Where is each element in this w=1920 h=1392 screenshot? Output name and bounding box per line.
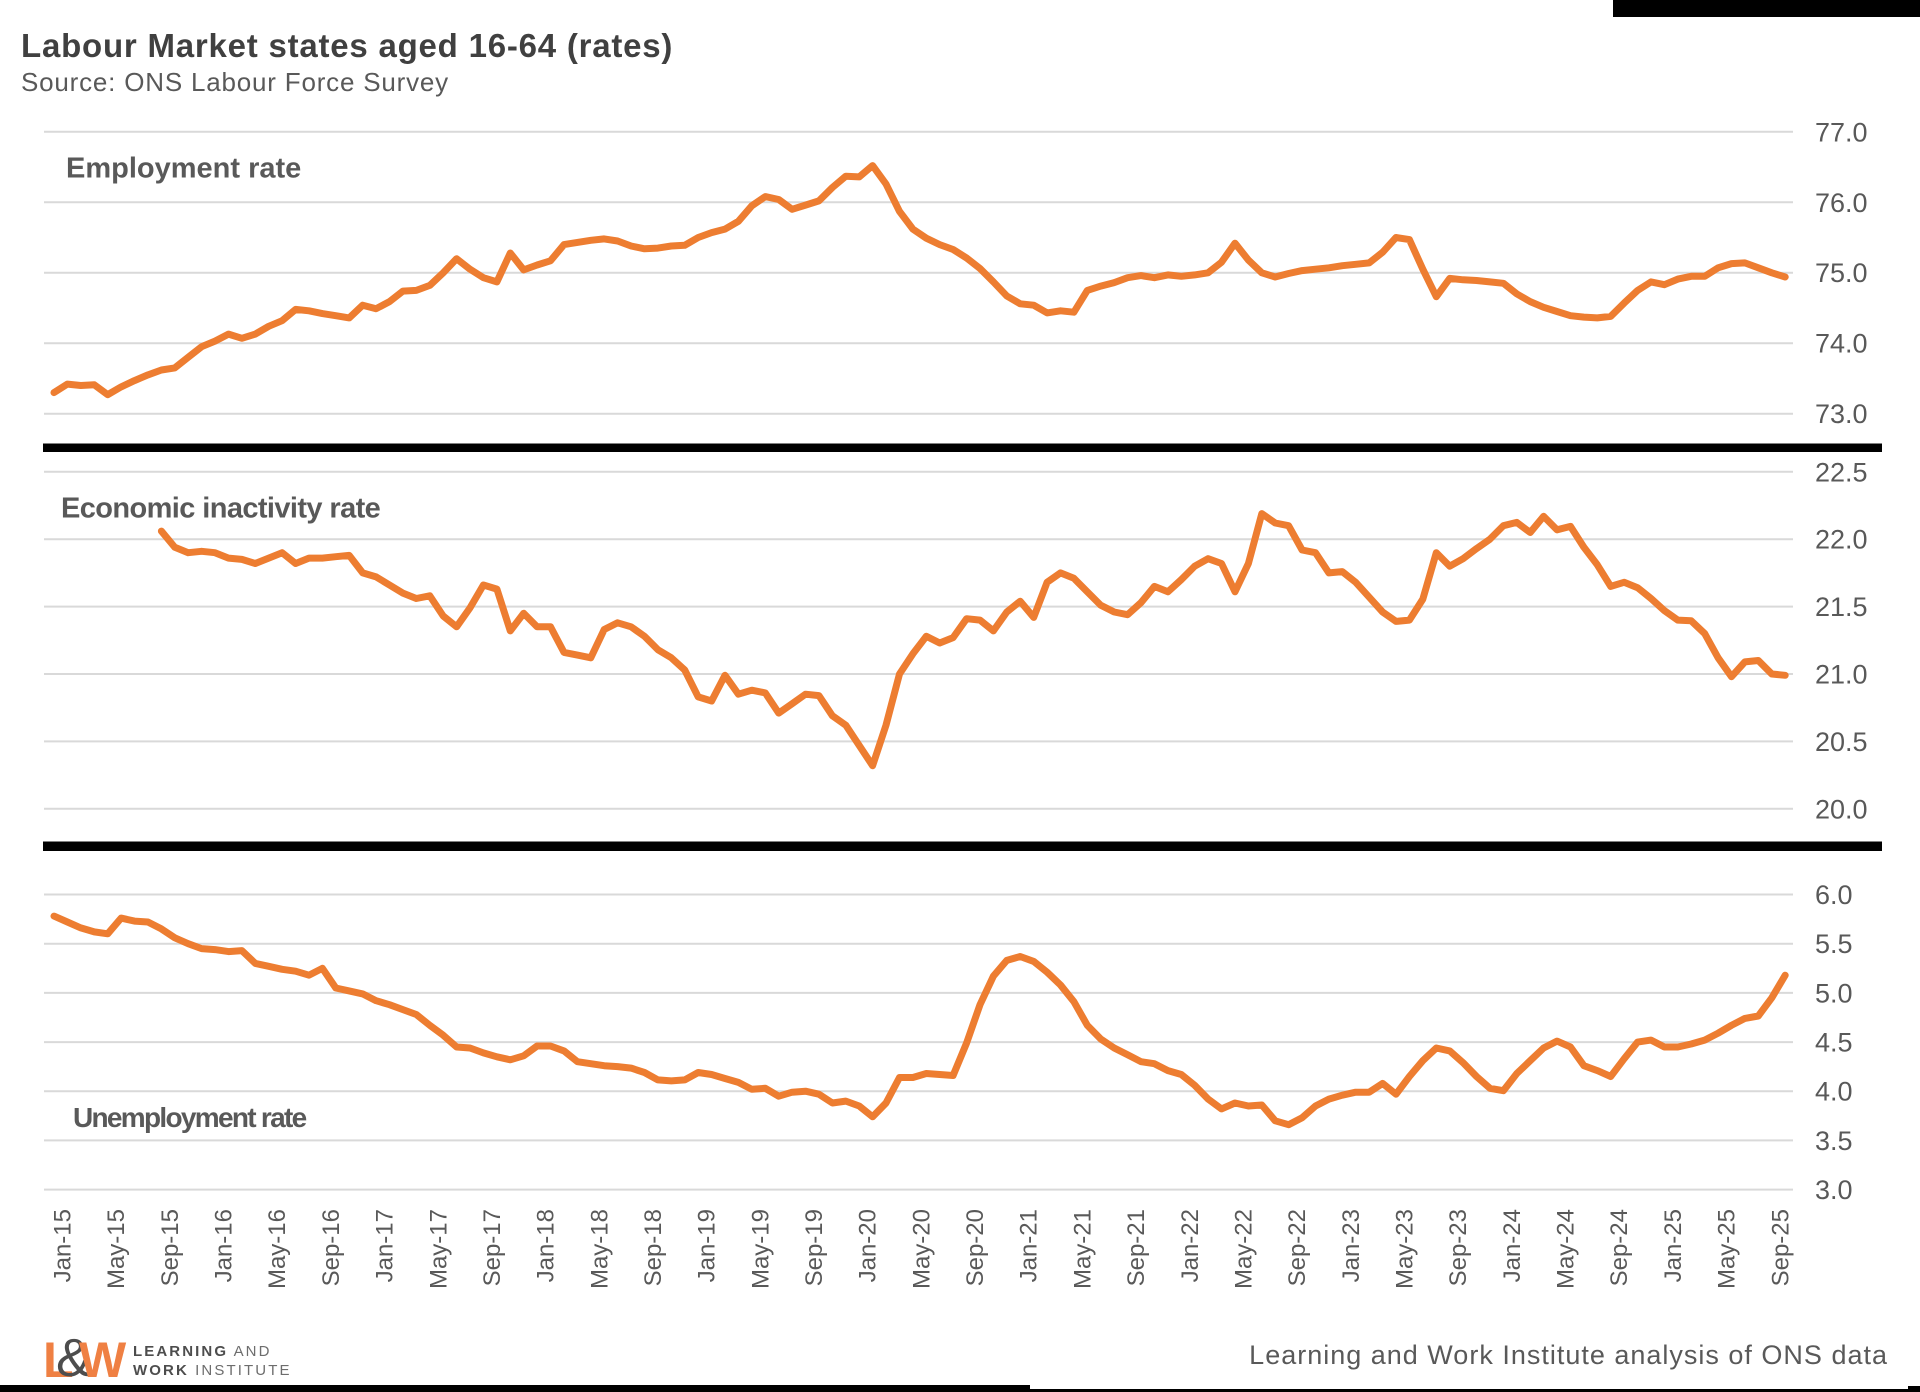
svg-text:May-25: May-25 <box>1714 1209 1741 1289</box>
svg-text:Jan-19: Jan-19 <box>694 1209 721 1282</box>
svg-text:Sep-20: Sep-20 <box>962 1209 989 1286</box>
svg-text:21.0: 21.0 <box>1815 660 1868 690</box>
svg-text:73.0: 73.0 <box>1815 399 1868 429</box>
svg-text:Jan-20: Jan-20 <box>855 1209 882 1282</box>
svg-text:3.0: 3.0 <box>1815 1175 1853 1205</box>
svg-text:5.0: 5.0 <box>1815 978 1853 1008</box>
svg-text:75.0: 75.0 <box>1815 258 1868 288</box>
svg-text:May-23: May-23 <box>1392 1209 1419 1289</box>
svg-text:Jan-18: Jan-18 <box>533 1209 560 1282</box>
svg-text:Sep-21: Sep-21 <box>1123 1209 1150 1286</box>
svg-text:Jan-25: Jan-25 <box>1660 1209 1687 1282</box>
svg-text:Sep-25: Sep-25 <box>1767 1209 1794 1286</box>
svg-text:Jan-23: Jan-23 <box>1338 1209 1365 1282</box>
svg-text:Sep-24: Sep-24 <box>1606 1209 1633 1286</box>
svg-text:Jan-21: Jan-21 <box>1016 1209 1043 1282</box>
svg-text:4.5: 4.5 <box>1815 1028 1853 1058</box>
svg-text:74.0: 74.0 <box>1815 329 1868 359</box>
svg-text:Unemployment rate: Unemployment rate <box>73 1102 307 1133</box>
svg-text:May-16: May-16 <box>264 1209 291 1289</box>
svg-text:Sep-17: Sep-17 <box>479 1209 506 1286</box>
svg-text:22.5: 22.5 <box>1815 457 1868 487</box>
svg-text:May-19: May-19 <box>747 1209 774 1289</box>
svg-text:May-15: May-15 <box>103 1209 130 1289</box>
svg-text:Sep-23: Sep-23 <box>1445 1209 1472 1286</box>
svg-text:20.0: 20.0 <box>1815 794 1868 824</box>
svg-text:Sep-19: Sep-19 <box>801 1209 828 1286</box>
svg-text:May-18: May-18 <box>586 1209 613 1289</box>
svg-text:76.0: 76.0 <box>1815 188 1868 218</box>
svg-text:Sep-16: Sep-16 <box>318 1209 345 1286</box>
svg-text:20.5: 20.5 <box>1815 727 1868 757</box>
svg-text:6.0: 6.0 <box>1815 880 1853 910</box>
svg-text:22.0: 22.0 <box>1815 525 1868 555</box>
svg-text:4.0: 4.0 <box>1815 1077 1853 1107</box>
svg-text:May-17: May-17 <box>425 1209 452 1289</box>
svg-text:Jan-17: Jan-17 <box>372 1209 399 1282</box>
svg-text:May-24: May-24 <box>1553 1209 1580 1289</box>
svg-text:May-21: May-21 <box>1069 1209 1096 1289</box>
svg-text:3.5: 3.5 <box>1815 1126 1853 1156</box>
svg-text:May-22: May-22 <box>1231 1209 1258 1289</box>
svg-text:77.0: 77.0 <box>1815 117 1868 147</box>
svg-text:Economic inactivity rate: Economic inactivity rate <box>61 493 381 525</box>
svg-text:5.5: 5.5 <box>1815 929 1853 959</box>
svg-text:Jan-15: Jan-15 <box>50 1209 77 1282</box>
svg-text:Sep-15: Sep-15 <box>157 1209 184 1286</box>
svg-text:Sep-18: Sep-18 <box>640 1209 667 1286</box>
svg-text:Jan-24: Jan-24 <box>1499 1209 1526 1282</box>
svg-text:Sep-22: Sep-22 <box>1284 1209 1311 1286</box>
svg-text:Employment rate: Employment rate <box>66 153 301 185</box>
svg-text:May-20: May-20 <box>908 1209 935 1289</box>
svg-text:Jan-16: Jan-16 <box>211 1209 238 1282</box>
svg-text:21.5: 21.5 <box>1815 592 1868 622</box>
svg-text:Jan-22: Jan-22 <box>1177 1209 1204 1282</box>
